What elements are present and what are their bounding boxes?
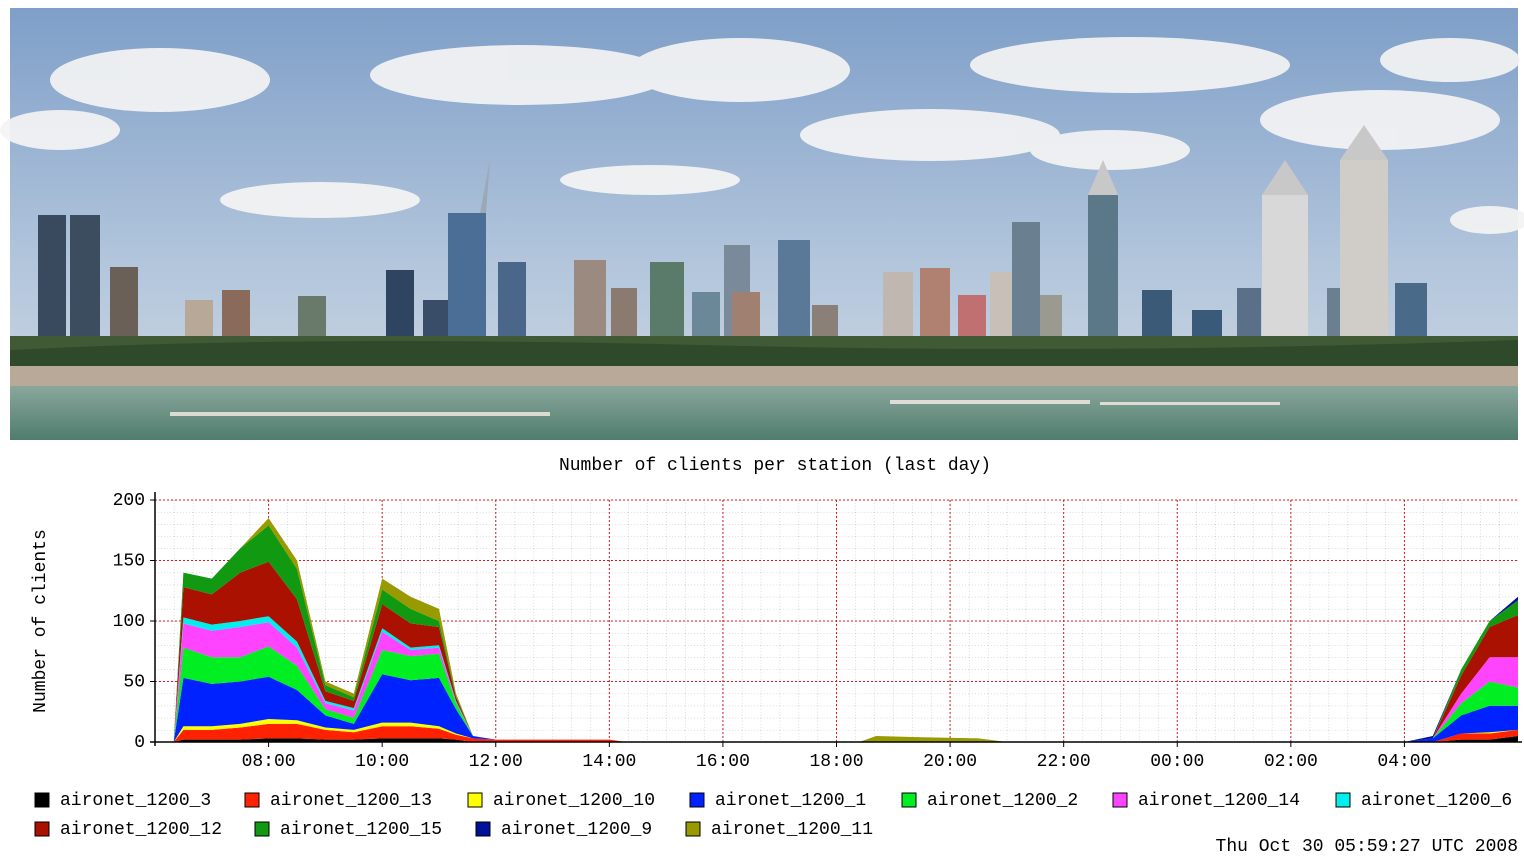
y-tick-label: 200 bbox=[113, 491, 145, 511]
building bbox=[38, 215, 66, 340]
building bbox=[574, 260, 606, 340]
legend-swatch bbox=[244, 792, 260, 808]
legend-label: aironet_1200_14 bbox=[1138, 791, 1300, 811]
building bbox=[1327, 288, 1343, 340]
y-tick-label: 0 bbox=[134, 733, 145, 753]
legend-label: aironet_1200_3 bbox=[60, 791, 211, 811]
building bbox=[1142, 290, 1172, 340]
building bbox=[386, 270, 414, 340]
legend-swatch bbox=[467, 792, 483, 808]
legend-label: aironet_1200_12 bbox=[60, 820, 222, 840]
building bbox=[692, 292, 720, 340]
building bbox=[1012, 222, 1040, 340]
spire bbox=[480, 160, 490, 213]
legend-swatch bbox=[901, 792, 917, 808]
legend-label: aironet_1200_6 bbox=[1361, 791, 1512, 811]
building bbox=[958, 295, 986, 340]
chart: Number of clients per station (last day)… bbox=[31, 456, 1522, 857]
building bbox=[70, 215, 100, 340]
legend-swatch bbox=[34, 821, 50, 837]
legend-swatch bbox=[685, 821, 701, 837]
x-tick-label: 10:00 bbox=[355, 752, 409, 772]
building bbox=[185, 300, 213, 340]
building bbox=[498, 262, 526, 340]
building bbox=[222, 290, 250, 340]
x-tick-label: 18:00 bbox=[809, 752, 863, 772]
spire bbox=[1088, 160, 1118, 195]
legend-label: aironet_1200_15 bbox=[280, 820, 442, 840]
legend-label: aironet_1200_10 bbox=[493, 791, 655, 811]
building bbox=[611, 288, 637, 340]
building bbox=[1262, 195, 1308, 340]
x-tick-label: 08:00 bbox=[242, 752, 296, 772]
x-tick-label: 02:00 bbox=[1264, 752, 1318, 772]
y-tick-label: 50 bbox=[123, 672, 145, 692]
x-tick-label: 12:00 bbox=[469, 752, 523, 772]
x-tick-label: 04:00 bbox=[1377, 752, 1431, 772]
x-tick-label: 00:00 bbox=[1150, 752, 1204, 772]
legend-label: aironet_1200_11 bbox=[711, 820, 873, 840]
building bbox=[448, 213, 486, 340]
legend-swatch bbox=[1335, 792, 1351, 808]
area bbox=[173, 723, 1519, 742]
spire bbox=[1262, 160, 1308, 195]
building bbox=[990, 272, 1016, 340]
x-tick-label: 14:00 bbox=[582, 752, 636, 772]
building bbox=[812, 305, 838, 340]
legend-swatch bbox=[1112, 792, 1128, 808]
legend-swatch bbox=[475, 821, 491, 837]
legend-swatch bbox=[34, 792, 50, 808]
building bbox=[1040, 295, 1062, 340]
building bbox=[110, 267, 138, 340]
legend-swatch bbox=[254, 821, 270, 837]
building bbox=[1340, 160, 1388, 340]
chart-title: Number of clients per station (last day) bbox=[559, 456, 991, 476]
skyline-photo bbox=[0, 8, 1524, 440]
x-tick-label: 16:00 bbox=[696, 752, 750, 772]
y-tick-label: 150 bbox=[113, 551, 145, 571]
building bbox=[883, 272, 913, 340]
building bbox=[1395, 283, 1427, 340]
building bbox=[423, 300, 448, 340]
legend-label: aironet_1200_9 bbox=[501, 820, 652, 840]
building bbox=[778, 240, 810, 340]
y-axis-label: Number of clients bbox=[31, 529, 51, 713]
spire bbox=[1340, 125, 1388, 160]
legend-label: aironet_1200_13 bbox=[270, 791, 432, 811]
area bbox=[173, 518, 1519, 742]
y-tick-label: 100 bbox=[113, 612, 145, 632]
legend-label: aironet_1200_2 bbox=[927, 791, 1078, 811]
building bbox=[298, 296, 326, 340]
legend-label: aironet_1200_1 bbox=[715, 791, 866, 811]
building bbox=[1237, 288, 1261, 340]
area bbox=[173, 674, 1519, 742]
x-tick-label: 22:00 bbox=[1037, 752, 1091, 772]
legend-swatch bbox=[689, 792, 705, 808]
building bbox=[1088, 195, 1118, 340]
timestamp: Thu Oct 30 05:59:27 UTC 2008 bbox=[1216, 837, 1518, 857]
building bbox=[650, 262, 684, 340]
building bbox=[1192, 310, 1222, 340]
building bbox=[732, 292, 760, 340]
area bbox=[173, 561, 1519, 742]
building bbox=[920, 268, 950, 340]
x-tick-label: 20:00 bbox=[923, 752, 977, 772]
